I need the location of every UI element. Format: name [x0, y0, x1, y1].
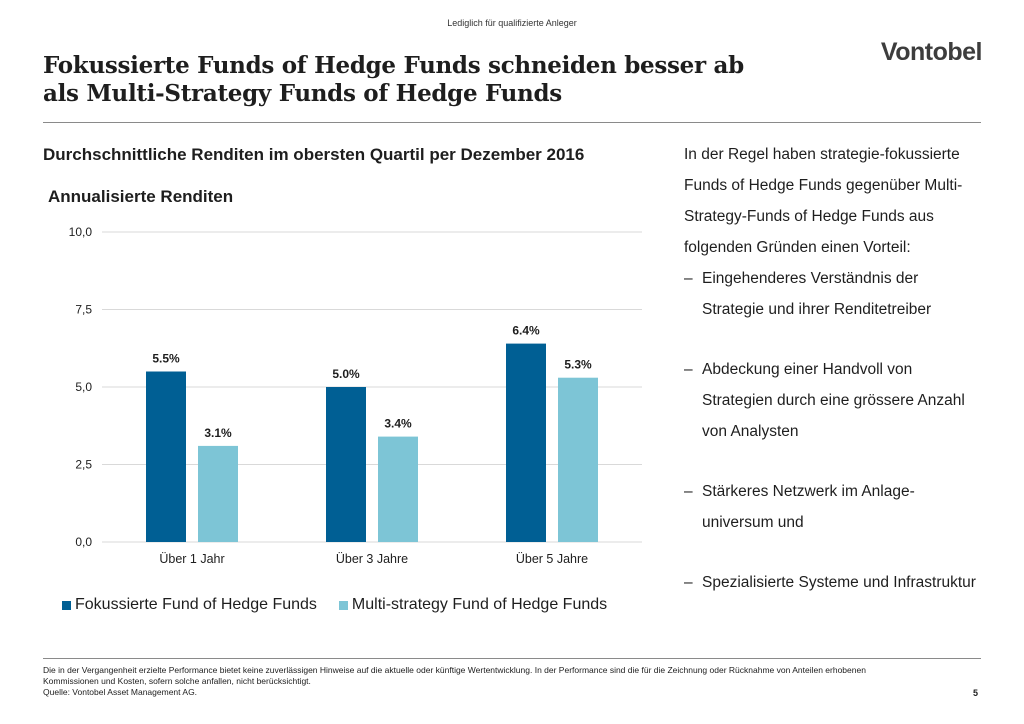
reason-text: Spezialisierte Systeme und Infrastruktur — [702, 574, 976, 591]
bar-focused — [326, 387, 366, 542]
y-tick-label: 5,0 — [75, 380, 92, 394]
reason-item: – Stärkeres Netzwerk im Anlage-universum … — [684, 476, 984, 538]
bar-multi — [198, 445, 238, 542]
reasons-panel: In der Regel haben strategie-fokussierte… — [684, 139, 984, 598]
reasons-list: – Eingehenderes Verständnis der Strategie… — [684, 263, 984, 598]
bar-multi — [378, 436, 418, 542]
x-tick-label: Über 3 Jahre — [336, 552, 408, 566]
returns-bar-chart: 0,0 2,5 5,0 7,5 10,0 5.5% 3.1% Über 1 Jahr 5.0% 3… — [69, 225, 642, 566]
x-tick-label: Über 5 Jahre — [516, 552, 588, 566]
data-label: 5.3% — [564, 358, 592, 372]
dash-bullet: – — [684, 270, 693, 287]
legend-label-focused: Fokussierte Fund of Hedge Funds — [75, 596, 317, 613]
disclaimer: Die in der Vergangenheit erzielte Perfor… — [43, 665, 866, 686]
classification-note: Lediglich für qualifizierte Anleger — [447, 18, 577, 28]
dash-bullet: – — [684, 361, 693, 378]
data-label: 5.5% — [152, 352, 180, 366]
title-line-2: als Multi-Strategy Funds of Hedge Funds — [43, 80, 562, 107]
footer-divider — [43, 658, 981, 659]
footer: Die in der Vergangenheit erzielte Perfor… — [43, 665, 903, 698]
reason-item: – Spezialisierte Systeme und Infrastruktu… — [684, 567, 984, 598]
reason-item: – Eingehenderes Verständnis der Strategie… — [684, 263, 984, 325]
chart-legend: Fokussierte Fund of Hedge Funds Multi-st… — [62, 596, 607, 614]
x-tick-label: Über 1 Jahr — [159, 552, 224, 566]
y-tick-label: 0,0 — [75, 535, 92, 549]
dash-bullet: – — [684, 483, 693, 500]
reason-item: – Abdeckung einer Handvoll von Strategien… — [684, 354, 984, 447]
reason-text: Abdeckung einer Handvoll von Strategien … — [702, 361, 965, 440]
dash-bullet: – — [684, 574, 693, 591]
data-label: 3.4% — [384, 417, 412, 431]
data-label: 3.1% — [204, 426, 232, 440]
page-title: Fokussierte Funds of Hedge Funds schneid… — [43, 52, 803, 108]
legend-label-multi: Multi-strategy Fund of Hedge Funds — [351, 596, 608, 613]
y-tick-label: 7,5 — [75, 303, 92, 317]
bar-multi — [558, 377, 598, 542]
legend-item-focused: Fokussierte Fund of Hedge Funds — [62, 596, 317, 614]
header-divider — [43, 122, 981, 123]
bar-focused — [146, 371, 186, 542]
reasons-intro: In der Regel haben strategie-fokussierte… — [684, 146, 963, 256]
legend-swatch-multi — [338, 600, 348, 610]
reason-text: Stärkeres Netzwerk im Anlage-universum u… — [702, 483, 915, 531]
reason-text: Eingehenderes Verständnis der Strategie … — [702, 270, 932, 318]
y-tick-label: 10,0 — [69, 225, 93, 239]
data-label: 6.4% — [512, 324, 540, 338]
legend-swatch-focused — [62, 600, 71, 610]
chart-title: Annualisierte Renditen — [48, 187, 234, 206]
legend-item-multi: Multi-strategy Fund of Hedge Funds — [338, 596, 608, 614]
vontobel-logo: Vontobel — [880, 38, 983, 66]
y-tick-label: 2,5 — [75, 458, 92, 472]
bar-focused — [506, 343, 546, 542]
title-line-1: Fokussierte Funds of Hedge Funds schneid… — [43, 52, 744, 79]
page-number: 5 — [972, 688, 978, 698]
data-label: 5.0% — [332, 367, 360, 381]
section-subtitle: Durchschnittliche Renditen im obersten Q… — [43, 145, 585, 164]
source-note: Quelle: Vontobel Asset Management AG. — [43, 687, 198, 697]
